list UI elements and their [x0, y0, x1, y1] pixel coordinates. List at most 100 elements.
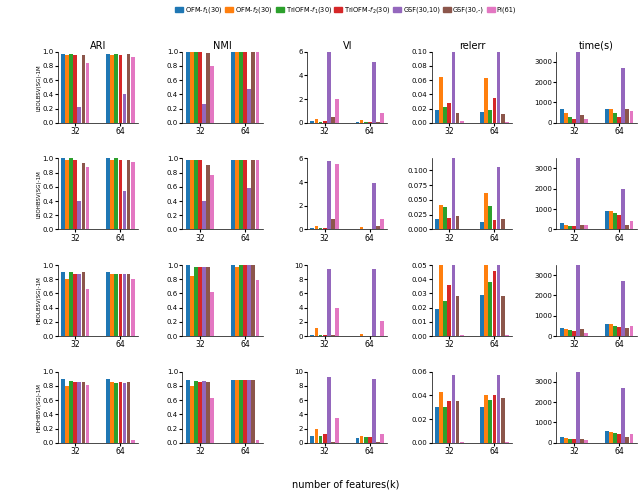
Bar [194, 160, 198, 229]
Bar [488, 282, 492, 336]
Bar [480, 222, 484, 229]
Bar [621, 189, 625, 229]
Bar [74, 274, 77, 336]
Bar [493, 271, 497, 336]
Bar [206, 382, 210, 443]
Bar [460, 122, 463, 123]
Bar [211, 176, 214, 229]
Bar [65, 55, 69, 123]
Bar [435, 110, 439, 123]
Bar [115, 274, 118, 336]
Bar [194, 52, 198, 123]
Bar [255, 280, 259, 336]
Bar [115, 383, 118, 443]
Bar [239, 265, 243, 336]
Bar [360, 227, 364, 229]
Bar [69, 381, 73, 443]
Bar [609, 109, 613, 123]
Bar [106, 158, 110, 229]
Bar [110, 382, 114, 443]
Bar [74, 55, 77, 123]
Bar [239, 160, 243, 229]
Bar [456, 401, 460, 443]
Bar [198, 382, 202, 443]
Bar [452, 52, 455, 123]
Bar [323, 434, 326, 443]
Bar [439, 77, 443, 123]
Bar [380, 113, 384, 123]
Bar [484, 396, 488, 443]
Bar [452, 375, 455, 443]
Bar [255, 440, 259, 443]
Bar [372, 62, 376, 123]
Title: time(s): time(s) [579, 41, 614, 51]
Bar [335, 418, 339, 443]
Bar [123, 274, 126, 336]
Bar [69, 54, 73, 123]
Bar [435, 309, 439, 336]
Bar [110, 55, 114, 123]
Bar [605, 324, 609, 336]
Bar [380, 433, 384, 443]
Bar [497, 375, 500, 443]
Bar [255, 52, 259, 123]
Bar [77, 382, 81, 443]
Bar [460, 442, 463, 443]
Bar [613, 432, 617, 443]
Bar [497, 52, 500, 123]
Bar [364, 228, 367, 229]
Bar [576, 158, 580, 229]
Bar [580, 329, 584, 336]
Bar [243, 52, 247, 123]
Bar [61, 54, 65, 123]
Bar [186, 380, 189, 443]
Bar [360, 436, 364, 443]
Bar [447, 218, 451, 229]
Bar [447, 401, 451, 443]
Bar [252, 52, 255, 123]
Bar [609, 211, 613, 229]
Bar [439, 205, 443, 229]
Bar [247, 188, 251, 229]
Bar [323, 228, 326, 229]
Bar [609, 431, 613, 443]
Bar [81, 272, 85, 336]
Bar [110, 274, 114, 336]
Bar [327, 37, 331, 123]
Bar [206, 267, 210, 336]
Bar [576, 371, 580, 443]
Bar [584, 440, 588, 443]
Bar [231, 160, 235, 229]
Bar [564, 113, 568, 123]
Bar [235, 379, 239, 443]
Bar [564, 438, 568, 443]
Bar [335, 99, 339, 123]
Bar [331, 442, 335, 443]
Bar [310, 228, 314, 229]
Bar [630, 111, 634, 123]
Bar [580, 439, 584, 443]
Bar [331, 117, 335, 123]
Bar [235, 52, 239, 123]
Bar [584, 333, 588, 336]
Bar [252, 379, 255, 443]
Title: VI: VI [342, 41, 352, 51]
Bar [488, 400, 492, 443]
Bar [131, 162, 134, 229]
Bar [77, 201, 81, 229]
Bar [372, 183, 376, 229]
Bar [123, 93, 126, 123]
Bar [335, 308, 339, 336]
Bar [335, 164, 339, 229]
Bar [630, 221, 634, 229]
Bar [252, 160, 255, 229]
Bar [186, 52, 189, 123]
Bar [480, 112, 484, 123]
Bar [74, 382, 77, 443]
Bar [327, 269, 331, 336]
Bar [452, 265, 455, 336]
Bar [447, 285, 451, 336]
Bar [613, 213, 617, 229]
Bar [206, 53, 210, 123]
Bar [364, 437, 367, 443]
